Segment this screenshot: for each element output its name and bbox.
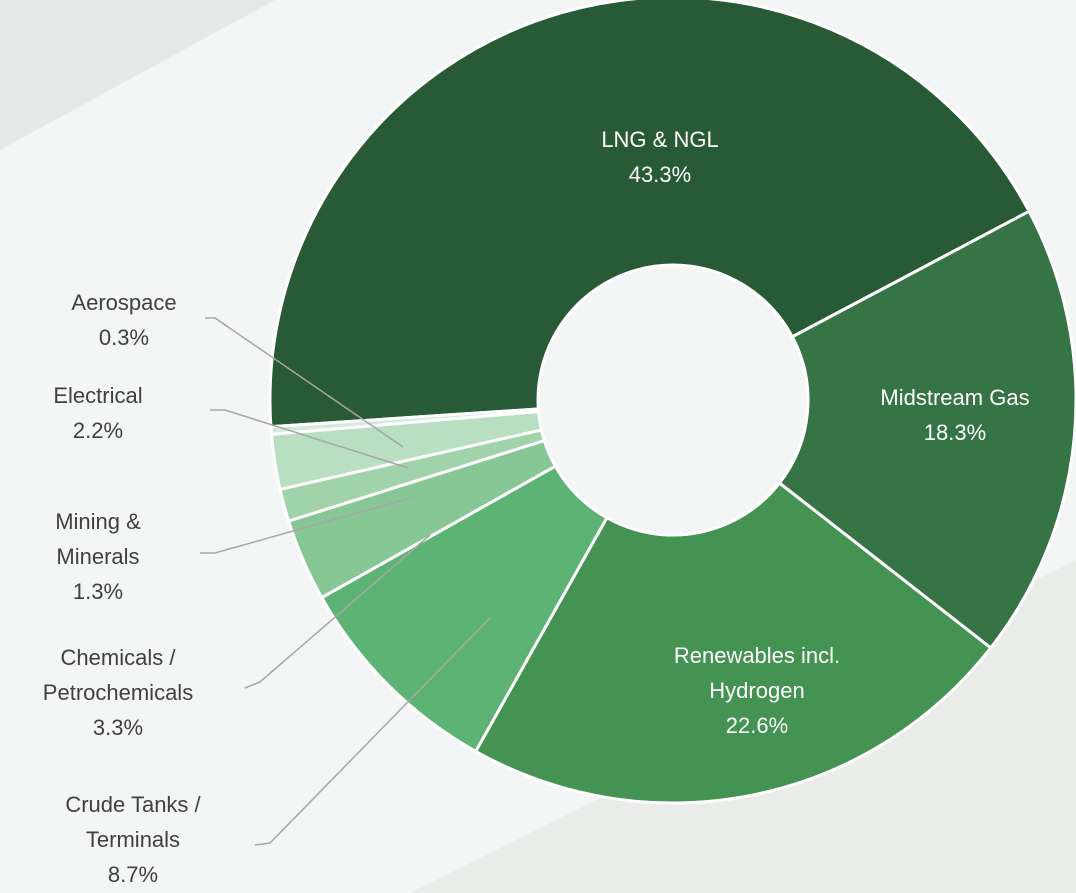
- category-label: Mining & Minerals: [55, 509, 141, 569]
- slice-label: Crude Tanks / Terminals 8.7%: [65, 787, 200, 892]
- wedge: [269, 407, 541, 436]
- value-label: 8.7%: [107, 862, 159, 887]
- leader-line: [200, 496, 415, 554]
- category-label: Aerospace: [71, 290, 177, 315]
- leader-line: [205, 317, 404, 448]
- value-label: 3.3%: [92, 715, 144, 740]
- wedge: [319, 464, 609, 754]
- category-label: Crude Tanks / Terminals: [65, 792, 201, 852]
- category-label: Chemicals / Petrochemicals: [42, 645, 194, 705]
- slice-label: Chemicals / Petrochemicals 3.3%: [43, 640, 193, 745]
- value-label: 0.3%: [98, 325, 150, 350]
- slice-label: Mining & Minerals 1.3%: [55, 504, 141, 609]
- slice-label: LNG & NGL 43.3%: [601, 122, 718, 192]
- wedge: [268, 0, 1032, 429]
- category-label: Midstream Gas: [880, 385, 1030, 410]
- value-label: 1.3%: [72, 579, 124, 604]
- leader-line: [210, 409, 409, 469]
- slice-label: Electrical 2.2%: [53, 378, 142, 448]
- leader-line: [254, 617, 491, 846]
- value-label: 2.2%: [72, 418, 124, 443]
- value-label: 43.3%: [628, 162, 692, 187]
- wedge: [473, 480, 993, 805]
- slice-label: Midstream Gas 18.3%: [880, 380, 1029, 450]
- slice-label: Renewables incl. Hydrogen 22.6%: [674, 638, 840, 743]
- slice-label: Aerospace 0.3%: [71, 285, 176, 355]
- category-label: Renewables incl. Hydrogen: [673, 643, 841, 703]
- value-label: 18.3%: [923, 420, 987, 445]
- value-label: 22.6%: [725, 713, 789, 738]
- category-label: LNG & NGL: [601, 127, 719, 152]
- category-label: Electrical: [53, 383, 143, 408]
- leader-line: [244, 534, 431, 689]
- wedge: [777, 209, 1076, 650]
- background-shape: [0, 0, 275, 150]
